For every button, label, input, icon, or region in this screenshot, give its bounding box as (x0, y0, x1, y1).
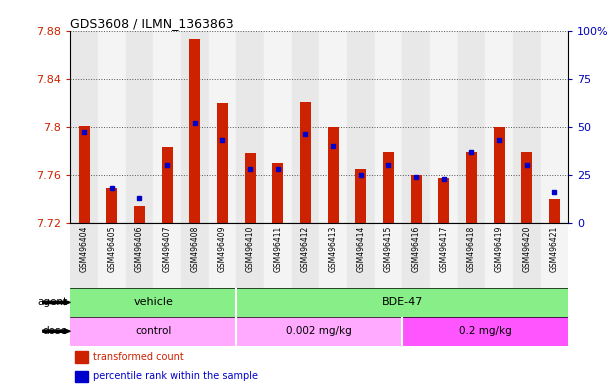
Bar (236, 317, 402, 346)
Bar (327, 127, 338, 223)
Bar (549, 199, 560, 223)
Bar (134, 206, 145, 223)
Text: percentile rank within the sample: percentile rank within the sample (93, 371, 258, 381)
Text: GSM496406: GSM496406 (135, 226, 144, 273)
Bar (126, 31, 153, 223)
Bar (161, 147, 173, 223)
Bar (75, 371, 88, 382)
Text: GSM496418: GSM496418 (467, 226, 476, 272)
Bar (79, 126, 90, 223)
Bar (355, 169, 366, 223)
Bar (70, 31, 98, 223)
Bar (458, 31, 485, 223)
Bar (402, 31, 430, 223)
Bar (402, 223, 430, 288)
Bar (273, 163, 284, 223)
Bar (375, 223, 402, 288)
Text: GSM496413: GSM496413 (329, 226, 338, 272)
Bar (430, 223, 458, 288)
Text: GSM496419: GSM496419 (494, 226, 503, 272)
Bar (217, 103, 228, 223)
Text: GSM496415: GSM496415 (384, 226, 393, 272)
Bar (466, 152, 477, 223)
Text: GSM496407: GSM496407 (163, 226, 172, 273)
Bar (291, 223, 320, 288)
Bar (347, 223, 375, 288)
Bar (208, 31, 236, 223)
Bar (236, 223, 264, 288)
Bar (126, 223, 153, 288)
Text: GSM496408: GSM496408 (190, 226, 199, 272)
Bar (208, 223, 236, 288)
Bar (411, 175, 422, 223)
Bar (300, 101, 311, 223)
Bar (494, 127, 505, 223)
Bar (513, 31, 541, 223)
Bar (513, 223, 541, 288)
Bar (541, 31, 568, 223)
Bar (485, 223, 513, 288)
Bar (70, 223, 98, 288)
Bar (264, 31, 291, 223)
Bar (75, 351, 88, 363)
Bar (264, 223, 291, 288)
Bar (70, 288, 236, 317)
Text: GSM496414: GSM496414 (356, 226, 365, 272)
Text: 0.002 mg/kg: 0.002 mg/kg (287, 326, 352, 336)
Bar (291, 31, 320, 223)
Bar (320, 31, 347, 223)
Bar (153, 31, 181, 223)
Text: GSM496404: GSM496404 (79, 226, 89, 273)
Text: agent: agent (37, 297, 67, 308)
Bar (521, 152, 532, 223)
Bar (458, 223, 485, 288)
Text: 0.2 mg/kg: 0.2 mg/kg (459, 326, 511, 336)
Bar (236, 31, 264, 223)
Text: GSM496410: GSM496410 (246, 226, 255, 272)
Text: dose: dose (42, 326, 67, 336)
Bar (98, 223, 126, 288)
Text: GSM496412: GSM496412 (301, 226, 310, 272)
Text: GSM496417: GSM496417 (439, 226, 448, 272)
Text: GSM496421: GSM496421 (550, 226, 559, 272)
Bar (347, 31, 375, 223)
Bar (70, 317, 236, 346)
Text: BDE-47: BDE-47 (381, 297, 423, 308)
Text: GSM496411: GSM496411 (273, 226, 282, 272)
Bar (430, 31, 458, 223)
Bar (383, 152, 394, 223)
Text: GSM496420: GSM496420 (522, 226, 531, 272)
Bar (189, 39, 200, 223)
Bar (320, 223, 347, 288)
Text: transformed count: transformed count (93, 352, 183, 362)
Bar (485, 31, 513, 223)
Text: control: control (135, 326, 172, 336)
Bar (181, 223, 208, 288)
Text: vehicle: vehicle (133, 297, 173, 308)
Bar (153, 223, 181, 288)
Bar (98, 31, 126, 223)
Text: GSM496409: GSM496409 (218, 226, 227, 273)
Bar (541, 223, 568, 288)
Bar (438, 178, 449, 223)
Bar (402, 317, 568, 346)
Text: GSM496416: GSM496416 (412, 226, 420, 272)
Bar (106, 188, 117, 223)
Text: GDS3608 / ILMN_1363863: GDS3608 / ILMN_1363863 (70, 17, 234, 30)
Bar (244, 153, 255, 223)
Bar (181, 31, 208, 223)
Bar (375, 31, 402, 223)
Bar (236, 288, 568, 317)
Text: GSM496405: GSM496405 (108, 226, 116, 273)
